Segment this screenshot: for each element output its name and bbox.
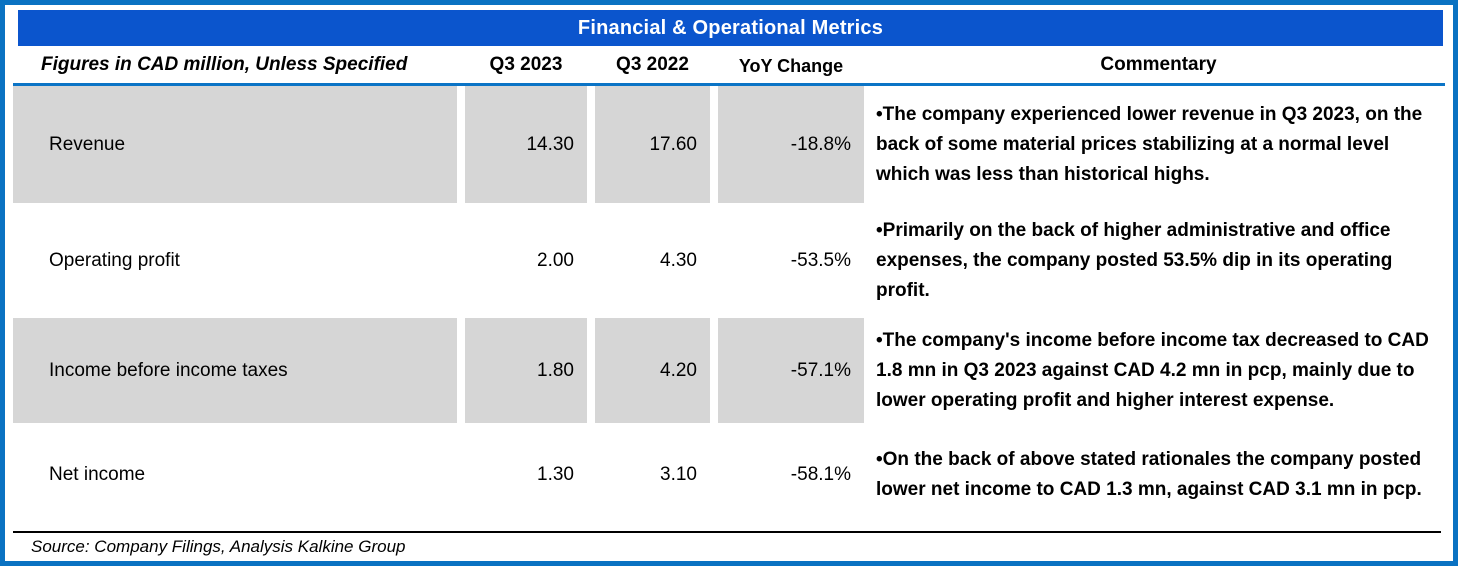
source-note-text: Source: Company Filings, Analysis Kalkin… <box>31 537 406 556</box>
table-row-income-before-taxes-q3-2023: 1.80 <box>465 318 587 423</box>
panel-inner: Financial & Operational Metrics Figures … <box>5 5 1453 561</box>
table-row-operating-profit-commentary: •Primarily on the back of higher adminis… <box>872 203 1445 318</box>
table-row-operating-profit-yoy: -53.5% <box>718 203 864 318</box>
table-row-income-before-taxes-q3-2022: 4.20 <box>595 318 710 423</box>
header-q3-2022: Q3 2022 <box>616 53 689 75</box>
table-row-revenue-commentary: •The company experienced lower revenue i… <box>872 86 1445 203</box>
table-body: Revenue 14.30 17.60 -18.8% •The company … <box>13 86 1445 526</box>
source-note: Source: Company Filings, Analysis Kalkin… <box>13 531 1441 561</box>
table-row-revenue-yoy: -18.8% <box>718 86 864 203</box>
header-metric: Figures in CAD million, Unless Specified <box>41 53 408 75</box>
table-row-net-income-q3-2022: 3.10 <box>595 423 710 526</box>
header-q3-2023: Q3 2023 <box>489 53 563 75</box>
table-row-net-income-metric: Net income <box>13 423 457 526</box>
table-row-operating-profit-q3-2022: 4.30 <box>595 203 710 318</box>
table-row-income-before-taxes-metric: Income before income taxes <box>13 318 457 423</box>
header-yoy-change: YoY Change <box>738 56 844 76</box>
table-header-row: Figures in CAD million, Unless Specified… <box>13 46 1445 86</box>
table-row-revenue-metric: Revenue <box>13 86 457 203</box>
header-commentary: Commentary <box>1100 53 1217 75</box>
table-row-income-before-taxes-yoy: -57.1% <box>718 318 864 423</box>
table-row-net-income-q3-2023: 1.30 <box>465 423 587 526</box>
table-row-net-income-commentary: •On the back of above stated rationales … <box>872 423 1445 526</box>
table-row-revenue-q3-2023: 14.30 <box>465 86 587 203</box>
table-row-operating-profit-metric: Operating profit <box>13 203 457 318</box>
table-row-revenue-q3-2022: 17.60 <box>595 86 710 203</box>
panel-title-bar: Financial & Operational Metrics <box>18 10 1443 46</box>
table-row-operating-profit-q3-2023: 2.00 <box>465 203 587 318</box>
table-row-income-before-taxes-commentary: •The company's income before income tax … <box>872 318 1445 423</box>
panel-title: Financial & Operational Metrics <box>577 16 884 39</box>
table-row-net-income-yoy: -58.1% <box>718 423 864 526</box>
